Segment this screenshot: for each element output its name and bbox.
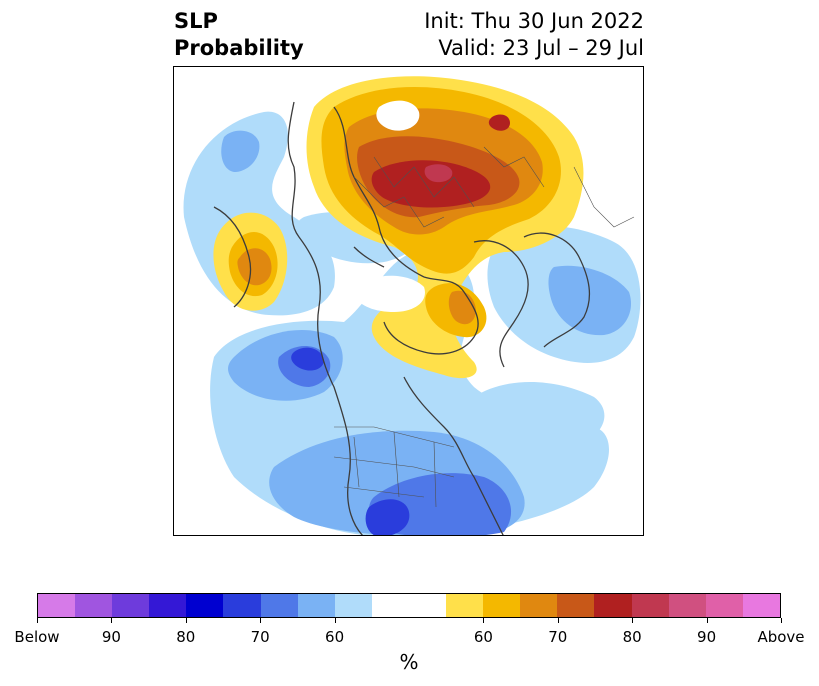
colorbar-segment — [297, 594, 335, 617]
title-line-1: SLP — [174, 9, 218, 33]
colorbar-segment — [557, 594, 595, 617]
colorbar-segment — [334, 594, 372, 617]
colorbar-tick-label: 90 — [697, 628, 717, 646]
colorbar-tick-mark — [37, 618, 38, 623]
date-info: Init: Thu 30 Jun 2022 Valid: 23 Jul – 29… — [424, 8, 644, 62]
map-svg — [183, 76, 641, 535]
white-gap-baffin — [353, 275, 425, 312]
coastlines — [213, 101, 591, 535]
colorbar-segment — [371, 594, 409, 617]
colorbar-segment — [631, 594, 669, 617]
colorbar-segment — [223, 594, 261, 617]
borders — [333, 146, 635, 508]
colorbar-tick-label: 90 — [101, 628, 121, 646]
colorbar-segment — [75, 594, 113, 617]
above-97-region-eurasia — [424, 164, 453, 183]
colorbar-segment — [446, 594, 484, 617]
colorbar-segment — [483, 594, 521, 617]
valid-date: Valid: 23 Jul – 29 Jul — [438, 36, 644, 60]
colorbar-tick-mark — [260, 618, 262, 623]
colorbar-tick-mark — [632, 618, 634, 623]
colorbar-tick-label: 60 — [473, 628, 493, 646]
colorbar-segment — [38, 594, 76, 617]
below-60-region-atlantic — [471, 382, 605, 449]
colorbar-tick-mark — [706, 618, 708, 623]
colorbar-tick-label: Above — [757, 628, 805, 646]
title-line-2: Probability — [174, 36, 304, 60]
colorbar-segment — [594, 594, 632, 617]
colorbar-segment — [186, 594, 224, 617]
colorbar-tick-mark — [781, 618, 782, 623]
colorbar-segment — [149, 594, 187, 617]
colorbar-tick-label: 80 — [176, 628, 196, 646]
colorbar-segment — [742, 594, 780, 617]
above-95-region-eurasia — [371, 160, 491, 208]
colorbar-segment — [668, 594, 706, 617]
white-gap-arctic — [376, 100, 420, 131]
below-90-region-america — [365, 499, 410, 535]
colorbar-tick-label: 70 — [548, 628, 568, 646]
colorbar-unit-label: % — [399, 650, 419, 674]
colorbar-segment — [408, 594, 447, 617]
colorbar-tick-label: 60 — [325, 628, 345, 646]
colorbar-segment — [112, 594, 150, 617]
colorbar-tick-label: 80 — [622, 628, 642, 646]
colorbar-tick-label: 70 — [250, 628, 270, 646]
colorbar — [37, 593, 781, 618]
below-70-region-asia — [548, 265, 632, 336]
colorbar-tick-mark — [483, 618, 485, 623]
colorbar-tick-mark — [334, 618, 336, 623]
colorbar-segment — [705, 594, 743, 617]
below-90-region-pacific — [291, 347, 324, 371]
colorbar-tick-mark — [111, 618, 113, 623]
colorbar-segment — [520, 594, 558, 617]
colorbar-tick-label: Below — [14, 628, 60, 646]
probability-map — [173, 66, 644, 536]
init-date: Init: Thu 30 Jun 2022 — [424, 9, 644, 33]
colorbar-tick-mark — [185, 618, 187, 623]
colorbar-tick-mark — [557, 618, 559, 623]
above-80-region-pacific — [237, 248, 272, 286]
below-70-region-gulf — [221, 130, 260, 172]
map-title: SLP Probability — [174, 8, 304, 62]
colorbar-segment — [260, 594, 298, 617]
above-95-region-siberia — [488, 114, 510, 131]
